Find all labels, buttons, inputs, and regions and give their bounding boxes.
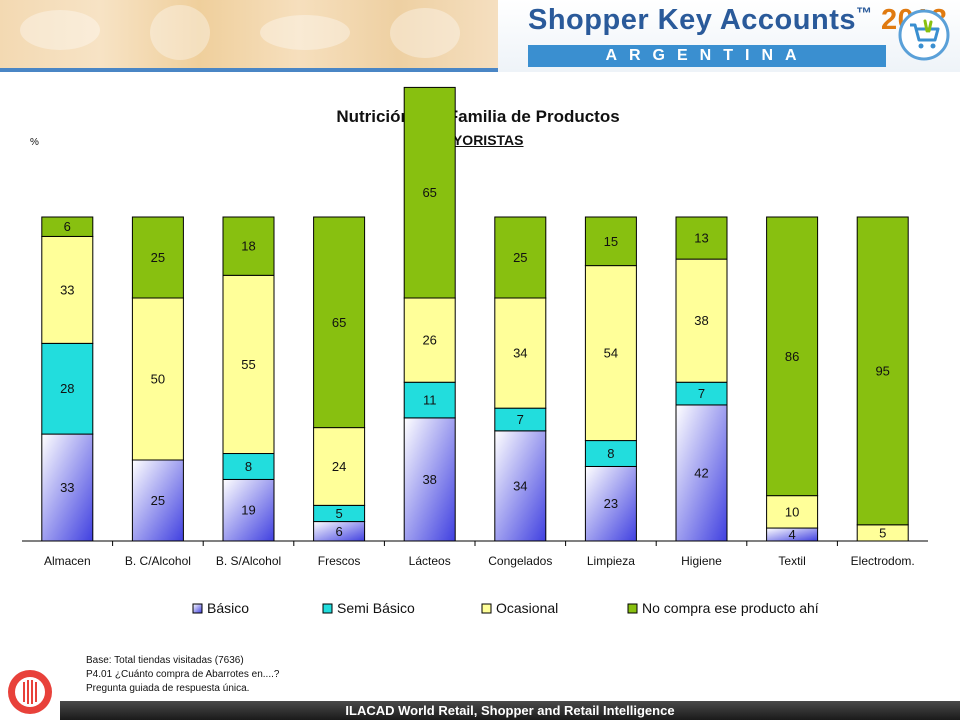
bar-data-label: 8 <box>245 459 252 474</box>
bar-data-label: 33 <box>60 282 74 297</box>
bar-data-label: 5 <box>879 525 886 540</box>
bar-data-label: 65 <box>422 185 436 200</box>
bar-data-label: 38 <box>422 472 436 487</box>
photo-highlight <box>390 8 460 58</box>
bar-data-label: 6 <box>335 524 342 539</box>
legend-label: Ocasional <box>496 600 558 616</box>
bar-segment <box>403 297 456 383</box>
footer-bar: ILACAD World Retail, Shopper and Retail … <box>60 701 960 720</box>
photo-highlight <box>20 10 100 50</box>
bar-segment <box>584 440 637 467</box>
bar-data-label: 34 <box>513 346 527 361</box>
bar-data-label: 15 <box>604 234 618 249</box>
bar-data-label: 86 <box>785 349 799 364</box>
bar-data-label: 6 <box>64 219 71 234</box>
photo-highlight <box>260 15 350 50</box>
bar-data-label: 42 <box>694 465 708 480</box>
bar-segment <box>494 430 547 542</box>
legend-swatch <box>627 603 638 614</box>
bar-data-label: 19 <box>241 503 255 518</box>
legend-swatch <box>192 603 203 614</box>
header-photo-banner <box>0 0 498 68</box>
bar-data-label: 7 <box>517 412 524 427</box>
footnote-type: Pregunta guiada de respuesta única. <box>86 683 250 694</box>
bar-data-label: 54 <box>604 346 618 361</box>
brand-name: Shopper Key Accounts <box>528 4 856 36</box>
bar-data-label: 55 <box>241 357 255 372</box>
bar-data-label: 38 <box>694 313 708 328</box>
bar-data-label: 7 <box>698 386 705 401</box>
bar-data-label: 95 <box>875 363 889 378</box>
x-tick-label: Lácteos <box>409 554 451 568</box>
bar-data-label: 5 <box>335 506 342 521</box>
bar-data-label: 8 <box>607 446 614 461</box>
bar-segment <box>131 297 184 461</box>
bar-data-label: 23 <box>604 496 618 511</box>
x-tick-label: Almacen <box>44 554 91 568</box>
bar-segment <box>41 433 94 542</box>
bar-segment <box>584 265 637 442</box>
y-axis-unit-label: % <box>30 137 39 148</box>
legend-swatch <box>481 603 492 614</box>
bar-segment <box>856 216 909 526</box>
bar-data-label: 25 <box>513 250 527 265</box>
bar-segment <box>222 478 275 542</box>
bar-data-label: 26 <box>422 333 436 348</box>
bar-segment <box>313 216 366 429</box>
legend-label: Básico <box>207 600 249 616</box>
bar-segment <box>41 235 94 344</box>
bar-segment <box>675 404 728 542</box>
header-divider <box>0 68 498 72</box>
bar-segment <box>494 216 547 299</box>
photo-highlight <box>150 5 210 60</box>
bar-segment <box>131 216 184 299</box>
bar-segment <box>766 216 819 497</box>
bar-segment <box>403 417 456 542</box>
x-tick-label: Limpieza <box>587 554 635 568</box>
legend-label: Semi Básico <box>337 600 415 616</box>
bar-segment <box>766 495 819 529</box>
legend-label: No compra ese producto ahí <box>642 600 819 616</box>
bar-data-label: 25 <box>151 250 165 265</box>
bar-data-label: 65 <box>332 315 346 330</box>
bar-data-label: 10 <box>785 504 799 519</box>
footnote-question: P4.01 ¿Cuánto compra de Abarrotes en....… <box>86 669 280 680</box>
bar-segment <box>222 453 275 480</box>
x-tick-label: Congelados <box>488 554 552 568</box>
bar-segment <box>675 216 728 260</box>
x-tick-label: B. S/Alcohol <box>216 554 281 568</box>
x-tick-label: Electrodom. <box>851 554 915 568</box>
bar-data-label: 28 <box>60 381 74 396</box>
bar-data-label: 18 <box>241 239 255 254</box>
ilacad-logo-icon <box>8 670 52 714</box>
bar-data-label: 25 <box>151 493 165 508</box>
bar-segment <box>584 216 637 267</box>
bar-segment <box>403 86 456 299</box>
footnote-base: Base: Total tiendas visitadas (7636) <box>86 655 244 666</box>
bar-data-label: 13 <box>694 231 708 246</box>
bar-data-label: 24 <box>332 459 346 474</box>
legend-swatch <box>322 603 333 614</box>
bar-data-label: 33 <box>60 480 74 495</box>
x-tick-label: Higiene <box>681 554 722 568</box>
country-banner: ARGENTINA <box>528 45 886 67</box>
x-tick-label: Frescos <box>318 554 361 568</box>
bar-segment <box>222 216 275 276</box>
bar-segment <box>222 274 275 455</box>
bar-segment <box>494 297 547 409</box>
bar-data-label: 4 <box>788 527 795 542</box>
bar-segment <box>675 258 728 383</box>
brand-trademark: ™ <box>855 5 873 23</box>
bar-segment <box>41 216 94 237</box>
bar-data-label: 50 <box>151 372 165 387</box>
shopping-cart-icon <box>898 9 950 61</box>
bar-segment <box>131 459 184 542</box>
bar-data-label: 34 <box>513 478 527 493</box>
bar-data-label: 11 <box>423 393 437 408</box>
x-tick-label: B. C/Alcohol <box>125 554 191 568</box>
x-tick-label: Textil <box>778 554 805 568</box>
